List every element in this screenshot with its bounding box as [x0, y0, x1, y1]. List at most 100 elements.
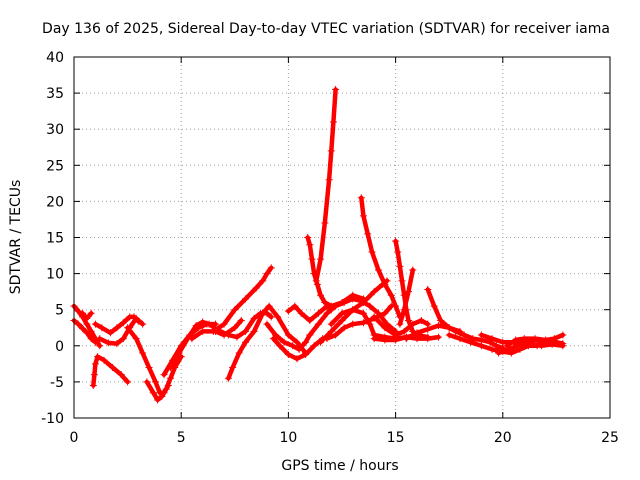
data-point [231, 324, 239, 332]
data-point [559, 342, 567, 350]
data-point [91, 338, 99, 346]
y-tick-label: 15 [46, 231, 64, 247]
data-point [242, 295, 250, 303]
series-line [314, 87, 338, 284]
data-point [166, 363, 174, 371]
series-track-11 [188, 317, 245, 343]
data-point [332, 331, 340, 339]
data-series [70, 85, 567, 404]
x-tick-labels: 0 5 10 15 20 25 [70, 430, 619, 446]
data-point [394, 248, 402, 256]
data-point [233, 333, 241, 341]
data-point [293, 355, 301, 363]
data-point [220, 320, 228, 328]
data-point [308, 255, 316, 263]
data-point [327, 147, 335, 155]
data-point [317, 255, 325, 263]
data-point [252, 284, 260, 292]
data-point [96, 342, 104, 350]
series-track-32 [503, 331, 567, 350]
data-point [310, 342, 318, 350]
data-point [119, 319, 127, 327]
data-point [188, 335, 196, 343]
data-point [139, 349, 147, 357]
series-track-4 [89, 353, 132, 390]
data-point [237, 317, 245, 325]
data-point [87, 309, 95, 317]
data-point [263, 320, 271, 328]
data-point [437, 317, 445, 325]
y-tick-label: 5 [55, 303, 64, 319]
data-point [87, 335, 95, 343]
data-point [424, 335, 432, 343]
data-point [90, 371, 98, 379]
data-point [417, 317, 425, 325]
data-point [396, 262, 404, 270]
data-point [424, 325, 432, 333]
data-point [488, 335, 496, 343]
data-point [325, 176, 333, 184]
data-point [231, 306, 239, 314]
plot-frame [73, 56, 611, 419]
data-point [445, 324, 453, 332]
data-point [143, 378, 151, 386]
series-line [168, 311, 274, 370]
x-tick-label: 10 [279, 430, 297, 446]
data-point [224, 374, 232, 382]
data-point [269, 335, 277, 343]
data-point [329, 118, 337, 126]
data-point [402, 335, 410, 343]
data-point [548, 340, 556, 348]
y-tick-labels: -10 -5 0 5 10 15 20 25 30 35 40 [41, 50, 64, 427]
data-point [381, 336, 389, 344]
data-point [145, 363, 153, 371]
data-point [370, 288, 378, 296]
data-point [132, 335, 140, 343]
data-point [366, 320, 374, 328]
data-point [516, 340, 524, 348]
data-point [477, 342, 485, 350]
data-point [340, 324, 348, 332]
data-point [149, 389, 157, 397]
x-tick-label: 0 [70, 430, 79, 446]
y-tick-label: 20 [46, 194, 64, 210]
data-point [537, 342, 545, 350]
data-point [387, 291, 395, 299]
data-point [242, 338, 250, 346]
data-point [398, 277, 406, 285]
data-point [289, 342, 297, 350]
y-axis-label: SDTVAR / TECUs [8, 180, 24, 295]
data-point [291, 302, 299, 310]
data-point [321, 298, 329, 306]
x-tick-label: 20 [494, 430, 512, 446]
series-line [91, 354, 130, 388]
series-track-12 [209, 264, 275, 335]
series-track-21 [323, 302, 395, 343]
data-point [250, 327, 258, 335]
data-point [267, 313, 275, 321]
series-line [71, 318, 98, 345]
series-track-8 [143, 353, 185, 404]
data-point [119, 335, 127, 343]
data-point [113, 340, 121, 348]
data-point [499, 338, 507, 346]
data-point [83, 329, 91, 337]
data-point [293, 338, 301, 346]
data-point [235, 349, 243, 357]
data-point [349, 306, 357, 314]
data-point [404, 317, 412, 325]
data-point [332, 302, 340, 310]
data-point [98, 324, 106, 332]
chart-title: Day 136 of 2025, Sidereal Day-to-day VTE… [42, 21, 610, 37]
data-point [413, 329, 421, 337]
data-point [542, 336, 550, 344]
data-point [302, 350, 310, 358]
data-point [366, 302, 374, 310]
data-point [445, 331, 453, 339]
data-point [456, 335, 464, 343]
series-line [211, 265, 274, 334]
data-point [209, 327, 217, 335]
data-point [327, 327, 335, 335]
data-point [338, 309, 346, 317]
data-point [96, 335, 104, 343]
